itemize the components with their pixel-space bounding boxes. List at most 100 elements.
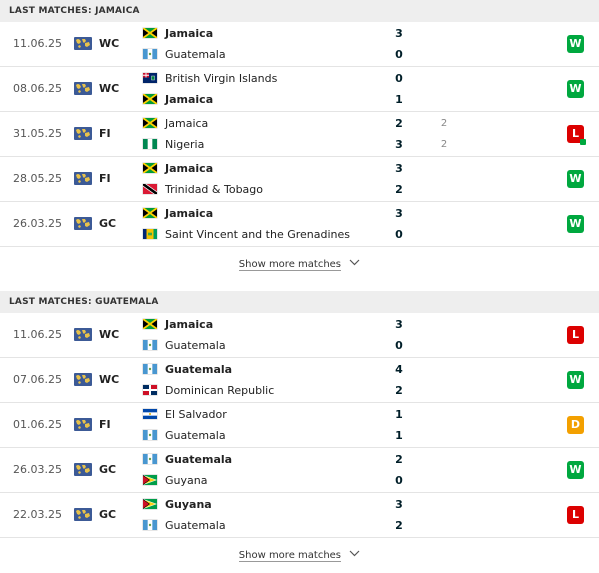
competition-label: FI bbox=[99, 172, 111, 185]
match-row[interactable]: 01.06.25 FI El Salvador Guatemala 1 1 D bbox=[0, 403, 599, 448]
guatemala-flag-icon bbox=[143, 364, 157, 374]
away-team-name: Guatemala bbox=[165, 48, 226, 61]
away-score: 2 bbox=[395, 384, 403, 397]
home-score: 2 bbox=[395, 453, 403, 466]
guyana-flag-icon bbox=[143, 475, 157, 485]
home-team-name: Guatemala bbox=[165, 453, 233, 466]
home-team: Jamaica bbox=[143, 115, 208, 133]
away-score: 0 bbox=[395, 48, 403, 61]
home-team: Jamaica bbox=[143, 160, 213, 178]
match-date: 28.05.25 bbox=[13, 172, 62, 185]
guatemala-flag-icon bbox=[143, 340, 157, 350]
away-penalty-score bbox=[438, 337, 450, 355]
match-date: 26.03.25 bbox=[13, 217, 62, 230]
away-team: Guatemala bbox=[143, 517, 226, 535]
home-team-name: Jamaica bbox=[165, 117, 209, 130]
match-date: 11.06.25 bbox=[13, 37, 62, 50]
home-team: Guatemala bbox=[143, 361, 232, 379]
result-badge: W bbox=[567, 35, 584, 53]
home-score: 2 bbox=[395, 117, 403, 130]
chevron-down-icon bbox=[349, 550, 360, 557]
home-team-name: Jamaica bbox=[165, 27, 214, 40]
dominican-flag-icon bbox=[143, 385, 157, 395]
competition-label: WC bbox=[99, 373, 120, 386]
match-row[interactable]: 26.03.25 GC Guatemala Guyana 2 0 W bbox=[0, 448, 599, 493]
home-team: Jamaica bbox=[143, 205, 213, 223]
away-team: Guyana bbox=[143, 472, 207, 490]
away-team: Guatemala bbox=[143, 46, 226, 64]
result-badge: W bbox=[567, 80, 584, 98]
match-row[interactable]: 31.05.25 FI Jamaica Nigeria 2 3 2 2 L bbox=[0, 112, 599, 157]
match-row[interactable]: 07.06.25 WC Guatemala Dominican Republic… bbox=[0, 358, 599, 403]
jamaica-flag-icon bbox=[143, 94, 157, 104]
away-team: Trinidad & Tobago bbox=[143, 181, 263, 199]
guatemala-flag-icon bbox=[143, 49, 157, 59]
home-team: Jamaica bbox=[143, 25, 213, 43]
away-score: 0 bbox=[395, 339, 403, 352]
home-penalty-score bbox=[438, 70, 450, 88]
away-team-name: Guatemala bbox=[165, 429, 226, 442]
home-penalty-score bbox=[438, 205, 450, 223]
guyana-flag-icon bbox=[143, 499, 157, 509]
show-more-matches-link[interactable]: Show more matches bbox=[0, 247, 599, 282]
away-penalty-score bbox=[438, 382, 450, 400]
home-penalty-score: 2 bbox=[440, 118, 448, 129]
result-badge: L bbox=[567, 125, 586, 145]
match-row[interactable]: 11.06.25 WC Jamaica Guatemala 3 0 L bbox=[0, 313, 599, 358]
home-score: 4 bbox=[395, 363, 403, 376]
away-penalty-score: 2 bbox=[440, 139, 448, 150]
away-penalty-score bbox=[438, 226, 450, 244]
nigeria-flag-icon bbox=[143, 139, 157, 149]
away-team: Dominican Republic bbox=[143, 382, 274, 400]
world-map-icon bbox=[74, 328, 92, 341]
home-score: 3 bbox=[395, 207, 403, 220]
away-team-name: Guatemala bbox=[165, 339, 226, 352]
show-more-matches-link[interactable]: Show more matches bbox=[0, 538, 599, 573]
world-map-icon bbox=[74, 172, 92, 185]
away-penalty-score bbox=[438, 46, 450, 64]
match-row[interactable]: 22.03.25 GC Guyana Guatemala 3 2 L bbox=[0, 493, 599, 538]
show-more-label: Show more matches bbox=[238, 550, 342, 562]
home-team-name: Jamaica bbox=[165, 207, 214, 220]
away-score: 0 bbox=[395, 228, 403, 241]
show-more-label: Show more matches bbox=[238, 259, 342, 271]
svg-flag-icon bbox=[143, 229, 157, 239]
away-score: 1 bbox=[395, 93, 403, 106]
guatemala-flag-icon bbox=[143, 430, 157, 440]
result-badge: D bbox=[567, 416, 584, 434]
match-date: 11.06.25 bbox=[13, 328, 62, 341]
home-team: British Virgin Islands bbox=[143, 70, 277, 88]
home-team-name: Jamaica bbox=[165, 162, 214, 175]
home-penalty-score bbox=[438, 361, 450, 379]
away-team: Saint Vincent and the Grenadines bbox=[143, 226, 350, 244]
home-team-name: Guatemala bbox=[165, 363, 233, 376]
home-penalty-score bbox=[438, 160, 450, 178]
home-team-name: British Virgin Islands bbox=[165, 72, 278, 85]
home-score: 3 bbox=[395, 162, 403, 175]
section-title: LAST MATCHES: JAMAICA bbox=[0, 0, 599, 22]
world-map-icon bbox=[74, 508, 92, 521]
section-1: LAST MATCHES: GUATEMALA 11.06.25 WC Jama… bbox=[0, 291, 599, 573]
home-team: Jamaica bbox=[143, 316, 213, 334]
world-map-icon bbox=[74, 463, 92, 476]
away-score: 1 bbox=[395, 429, 403, 442]
away-score: 3 bbox=[395, 138, 403, 151]
result-badge: L bbox=[567, 506, 584, 524]
home-penalty-score bbox=[438, 316, 450, 334]
world-map-icon bbox=[74, 37, 92, 50]
match-row[interactable]: 11.06.25 WC Jamaica Guatemala 3 0 W bbox=[0, 22, 599, 67]
world-map-icon bbox=[74, 373, 92, 386]
result-badge: W bbox=[567, 371, 584, 389]
competition-label: FI bbox=[99, 418, 111, 431]
away-team: Guatemala bbox=[143, 337, 226, 355]
home-team-name: Guyana bbox=[165, 498, 212, 511]
section-gap bbox=[0, 282, 599, 291]
home-team: El Salvador bbox=[143, 406, 227, 424]
match-date: 22.03.25 bbox=[13, 508, 62, 521]
competition-label: WC bbox=[99, 328, 120, 341]
match-row[interactable]: 28.05.25 FI Jamaica Trinidad & Tobago 3 … bbox=[0, 157, 599, 202]
match-row[interactable]: 08.06.25 WC British Virgin Islands Jamai… bbox=[0, 67, 599, 112]
match-row[interactable]: 26.03.25 GC Jamaica Saint Vincent and th… bbox=[0, 202, 599, 247]
guatemala-flag-icon bbox=[143, 520, 157, 530]
